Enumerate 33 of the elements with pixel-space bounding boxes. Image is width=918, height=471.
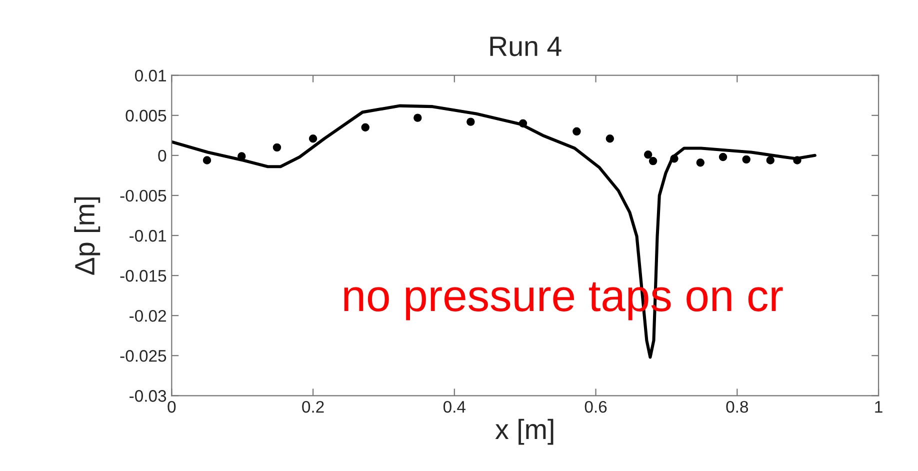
point <box>644 150 652 159</box>
x-tick-label: 0 <box>168 400 176 413</box>
x-axis-title: x [m] <box>495 418 554 445</box>
x-tick-label: 0.8 <box>726 400 748 413</box>
y-tick-label: 0.005 <box>126 110 166 122</box>
point <box>202 156 212 164</box>
y-axis-title: Δp [m] <box>74 197 100 275</box>
x-tick-label: 0.4 <box>443 400 466 413</box>
point <box>742 155 750 164</box>
point <box>572 127 581 136</box>
point <box>361 123 370 132</box>
point <box>606 134 614 143</box>
point <box>308 134 318 143</box>
y-tick-label: -0.015 <box>120 270 166 282</box>
chart-title: Run 4 <box>490 36 562 56</box>
y-tick-label: 0.01 <box>135 70 166 82</box>
point <box>718 152 728 162</box>
y-tick-label: -0.025 <box>120 350 166 362</box>
y-tick-label: -0.01 <box>130 230 166 242</box>
point <box>766 156 774 164</box>
point <box>414 114 422 122</box>
y-tick-label: -0.005 <box>120 190 166 202</box>
point <box>696 158 705 167</box>
x-tick-label: 0.6 <box>584 400 607 413</box>
point <box>272 143 282 152</box>
point <box>466 118 475 126</box>
x-tick-label: 0.2 <box>302 400 324 413</box>
line-series <box>172 104 816 359</box>
x-tick-label: 1 <box>875 401 882 413</box>
y-tick-label: 0 <box>158 150 166 162</box>
y-tick-label: -0.02 <box>130 310 166 322</box>
y-tick-label: -0.03 <box>130 390 166 402</box>
point <box>648 156 658 166</box>
